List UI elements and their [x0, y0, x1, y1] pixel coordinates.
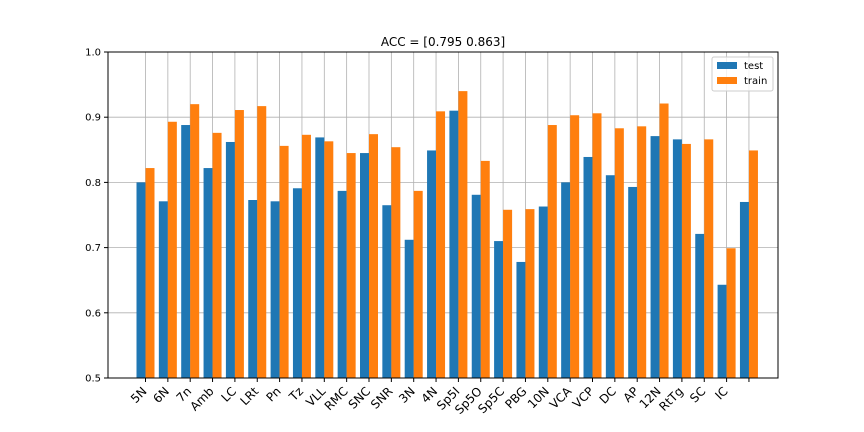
y-tick-label: 0.6	[85, 308, 101, 319]
bar-test	[136, 182, 146, 378]
bar-test	[672, 139, 682, 378]
bar-test	[449, 110, 459, 379]
bar-test	[427, 150, 437, 378]
bar-train	[145, 168, 155, 378]
bar-train	[301, 134, 311, 378]
bar-train	[369, 134, 378, 378]
bar-train	[458, 91, 468, 379]
bar-train	[637, 126, 647, 378]
bar-test	[561, 182, 571, 378]
chart-title: ACC = [0.795 0.863]	[381, 35, 505, 49]
bar-test	[628, 186, 638, 378]
legend-label-train: train	[744, 76, 767, 87]
bar-train	[704, 139, 714, 378]
y-axis: 0.5 0.6 0.7 0.8 0.9 1.0	[85, 48, 108, 385]
bar-train	[614, 128, 624, 378]
legend: test train	[711, 56, 774, 92]
bar-test	[382, 205, 392, 378]
bar-train	[212, 132, 222, 378]
bar-train	[726, 248, 736, 378]
bar-train	[279, 145, 289, 378]
y-tick-label: 0.9	[85, 113, 101, 124]
bar-train	[480, 160, 490, 378]
bar-test	[583, 156, 593, 378]
bar-test	[605, 175, 615, 378]
bar-test	[404, 239, 414, 378]
bar-test	[203, 168, 213, 378]
bar-test	[538, 206, 548, 378]
bar-test	[650, 136, 660, 378]
bar-train	[659, 103, 669, 379]
bars	[136, 91, 758, 379]
bar-train	[592, 113, 602, 379]
bar-train	[346, 153, 356, 378]
y-tick-label: 1.0	[85, 48, 101, 59]
bar-train	[570, 115, 580, 378]
bar-train	[257, 106, 267, 378]
y-tick-label: 0.7	[85, 243, 101, 254]
bar-test	[337, 190, 347, 378]
bar-train	[681, 143, 691, 378]
legend-swatch-test	[717, 62, 737, 69]
bar-test	[315, 137, 325, 378]
bar-test	[494, 241, 504, 378]
bar-train	[234, 110, 244, 378]
bar-test	[471, 194, 481, 378]
bar-test	[516, 261, 526, 378]
bar-test	[717, 284, 727, 378]
bar-test	[270, 201, 280, 378]
y-tick-label: 0.5	[85, 374, 101, 385]
bar-train	[436, 111, 446, 378]
bar-train	[324, 141, 334, 378]
bar-train	[190, 104, 200, 378]
axes-frame	[107, 51, 779, 379]
bar-test	[292, 188, 302, 378]
bar-test	[739, 201, 749, 378]
bar-test	[225, 141, 235, 378]
bar-test	[248, 200, 258, 378]
bar-test	[695, 233, 705, 378]
bar-train	[748, 150, 758, 378]
bar-train	[413, 190, 423, 378]
bar-train	[503, 209, 513, 378]
legend-swatch-train	[717, 77, 737, 84]
bar-test	[158, 201, 168, 378]
legend-label-test: test	[744, 61, 763, 72]
bar-test	[360, 153, 369, 378]
bar-train	[391, 147, 401, 378]
y-tick-label: 0.8	[85, 178, 101, 189]
bar-test	[181, 125, 191, 378]
bar-train	[167, 121, 177, 378]
bar-train	[547, 125, 557, 378]
bar-train	[525, 209, 535, 378]
